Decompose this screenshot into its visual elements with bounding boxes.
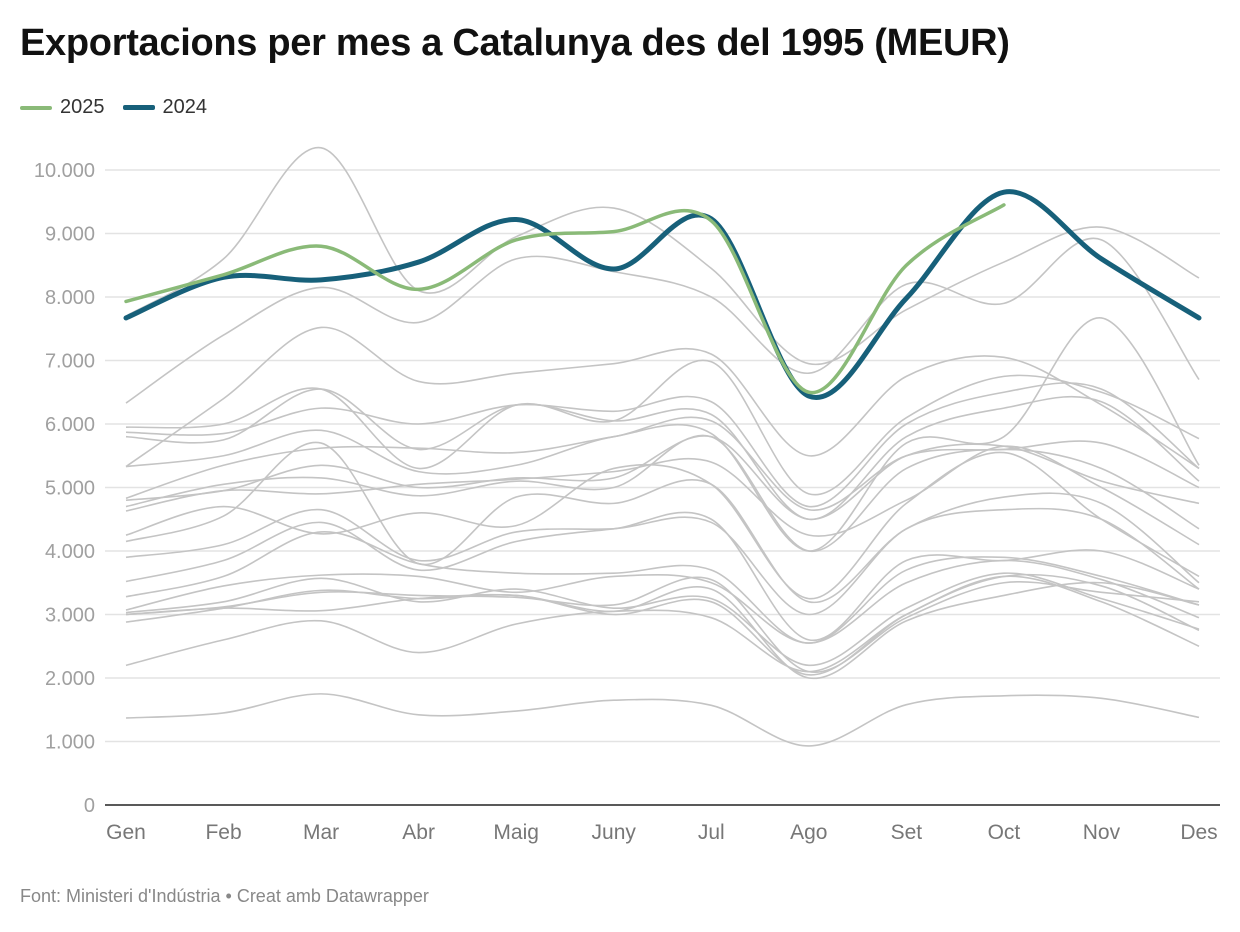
legend-item-2024: 2024 xyxy=(122,96,208,119)
background-year-line xyxy=(125,511,1200,641)
background-year-line xyxy=(125,559,1200,644)
background-year-line xyxy=(125,317,1200,552)
y-tick-label: 3.000 xyxy=(45,605,95,627)
series-line-2025 xyxy=(124,203,1006,395)
x-tick-label: Nov xyxy=(1083,821,1121,844)
y-tick-label: 5.000 xyxy=(45,478,95,500)
background-year-line xyxy=(125,575,1200,673)
background-year-line xyxy=(125,445,1200,546)
background-year-line xyxy=(125,507,1200,616)
legend-swatch-2025 xyxy=(20,105,52,110)
background-year-line xyxy=(125,531,1200,644)
legend-item-2025: 2025 xyxy=(20,96,105,119)
y-tick-label: 7.000 xyxy=(45,351,95,373)
y-tick-label: 10.000 xyxy=(34,160,95,182)
x-tick-label: Abr xyxy=(402,821,435,844)
y-tick-label: 9.000 xyxy=(45,224,95,246)
x-tick-label: Mar xyxy=(303,821,339,844)
legend: 2025 2024 xyxy=(20,96,207,119)
chart-title: Exportacions per mes a Catalunya des del… xyxy=(20,22,1010,64)
x-tick-label: Des xyxy=(1180,821,1217,844)
x-tick-label: Jul xyxy=(698,821,725,844)
background-year-line xyxy=(125,146,1200,366)
background-year-line xyxy=(125,434,1200,552)
x-tick-label: Set xyxy=(891,821,923,844)
legend-label-2024: 2024 xyxy=(162,96,208,118)
x-tick-label: Feb xyxy=(205,821,241,844)
line-chart: 0 1.000 2.000 3.000 4.000 5.000 6.000 7.000 8.00… xyxy=(34,146,1220,844)
y-tick-label: 4.000 xyxy=(45,541,95,563)
footer-source: Font: Ministeri d'Indústria • Creat amb … xyxy=(20,886,429,906)
background-year-line xyxy=(125,326,1200,470)
legend-label-2025: 2025 xyxy=(60,96,105,118)
series-line-2024 xyxy=(123,189,1202,401)
background-year-line xyxy=(125,572,1200,667)
background-year-line xyxy=(125,382,1200,508)
x-tick-label: Gen xyxy=(106,821,146,844)
x-tick-label: Juny xyxy=(592,821,637,844)
x-tick-label: Ago xyxy=(790,821,827,844)
background-year-line xyxy=(125,388,1200,521)
x-tick-label: Maig xyxy=(493,821,539,844)
y-tick-label: 8.000 xyxy=(45,287,95,309)
background-year-line xyxy=(125,416,1200,511)
background-year-line xyxy=(125,359,1200,496)
y-tick-label: 6.000 xyxy=(45,414,95,436)
background-year-line xyxy=(125,441,1200,604)
y-tick-label: 2.000 xyxy=(45,668,95,690)
x-tick-label: Oct xyxy=(988,821,1021,844)
background-year-line xyxy=(125,581,1200,680)
background-year-line xyxy=(125,237,1200,404)
background-year-line xyxy=(125,573,1200,676)
legend-swatch-2024 xyxy=(122,105,155,110)
background-year-line xyxy=(125,451,1200,600)
background-year-line xyxy=(125,576,1200,674)
background-year-line xyxy=(125,693,1200,747)
y-tick-label: 1.000 xyxy=(45,732,95,754)
y-tick-label: 0 xyxy=(84,795,95,817)
